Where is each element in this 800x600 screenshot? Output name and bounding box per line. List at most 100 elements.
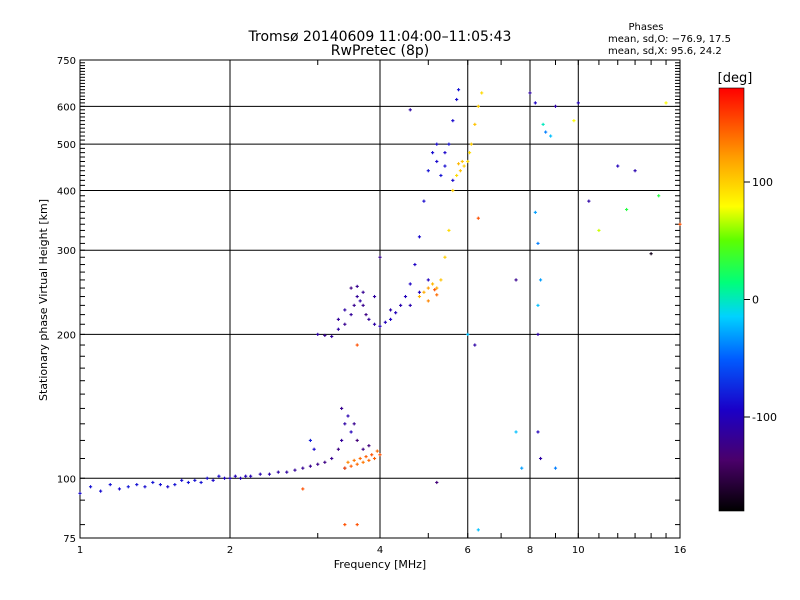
colorbar-tick-label: -100 — [752, 411, 777, 424]
data-point — [399, 303, 403, 307]
data-point — [349, 286, 353, 290]
data-point — [99, 489, 103, 493]
data-point — [443, 255, 447, 259]
data-point — [553, 104, 558, 108]
data-point — [330, 334, 334, 339]
data-point — [473, 122, 477, 126]
data-point — [447, 142, 451, 146]
data-point — [135, 483, 139, 487]
data-point — [657, 194, 661, 198]
data-point — [372, 294, 377, 299]
data-point — [572, 119, 576, 123]
chart-subtitle: RwPretec (8p) — [331, 43, 429, 59]
data-point — [469, 142, 473, 146]
data-point — [364, 455, 368, 459]
data-point — [433, 288, 437, 292]
data-point — [355, 294, 359, 299]
data-point — [439, 173, 443, 178]
y-tick-label: 500 — [57, 140, 76, 151]
data-point — [460, 159, 464, 164]
data-point — [151, 480, 155, 485]
data-point — [426, 169, 430, 173]
data-point — [536, 332, 540, 336]
data-point — [193, 478, 197, 482]
data-point — [343, 322, 347, 326]
x-tick-label: 10 — [572, 545, 585, 556]
data-point — [372, 322, 377, 326]
data-point — [88, 485, 93, 489]
data-point — [435, 159, 439, 164]
data-point — [456, 162, 461, 166]
data-point — [361, 290, 365, 294]
data-point — [355, 284, 359, 289]
data-point — [308, 438, 313, 443]
data-point — [466, 332, 470, 336]
data-point — [455, 173, 459, 178]
data-point — [430, 151, 435, 155]
data-point — [301, 487, 305, 491]
y-tick-label: 300 — [57, 246, 76, 257]
phase-info-o: mean, sd,O: −76.9, 17.5 — [608, 34, 731, 45]
data-point — [78, 491, 82, 495]
data-point — [205, 476, 209, 480]
y-tick-label: 600 — [57, 102, 76, 113]
phase-info-x: mean, sd,X: 95.6, 24.2 — [608, 46, 722, 57]
gridlines — [80, 60, 680, 538]
data-point — [323, 460, 327, 464]
y-axis-ticks: 75 100 200 300 400 500 600 750 — [57, 56, 680, 545]
data-point — [343, 422, 347, 426]
data-point — [549, 134, 553, 138]
data-point — [336, 447, 340, 451]
data-point — [316, 462, 320, 466]
data-point — [372, 456, 377, 461]
data-point — [528, 91, 532, 95]
data-point — [352, 422, 356, 426]
data-point — [435, 142, 439, 146]
data-point — [312, 447, 316, 451]
data-point — [228, 476, 232, 480]
data-point — [186, 480, 190, 485]
data-point — [367, 458, 371, 462]
data-point — [222, 476, 227, 480]
data-point — [587, 199, 591, 203]
data-point — [361, 460, 365, 464]
data-point — [536, 241, 540, 246]
x-tick-label: 8 — [527, 545, 533, 556]
data-point — [336, 327, 340, 331]
data-point — [476, 216, 480, 220]
data-point — [520, 466, 524, 470]
data-point — [458, 169, 463, 173]
colorbar-tick-label: 0 — [752, 294, 759, 307]
data-point — [378, 255, 382, 259]
data-point — [408, 282, 412, 286]
colorbar-title: [deg] — [718, 71, 753, 86]
data-point — [336, 317, 340, 321]
x-tick-label: 4 — [377, 545, 383, 556]
data-point — [323, 333, 327, 338]
data-point — [451, 188, 455, 193]
data-point — [403, 294, 408, 299]
data-point — [417, 290, 422, 294]
data-point — [597, 228, 601, 233]
data-point — [158, 483, 163, 487]
data-point — [361, 303, 365, 307]
data-point — [352, 458, 356, 462]
data-point — [238, 476, 243, 480]
data-point — [541, 122, 545, 126]
data-point — [343, 308, 347, 312]
data-point — [358, 299, 362, 303]
data-point — [361, 447, 365, 451]
data-point — [422, 199, 426, 203]
data-point — [451, 119, 455, 123]
data-point — [244, 474, 248, 478]
data-point — [367, 444, 371, 448]
data-point — [349, 464, 353, 468]
data-point — [443, 164, 447, 168]
data-point — [370, 453, 374, 457]
data-point — [538, 456, 543, 461]
data-point — [346, 460, 350, 464]
x-tick-label: 1 — [77, 545, 83, 556]
colorbar — [718, 87, 745, 512]
data-point — [383, 320, 387, 324]
data-point — [480, 91, 484, 95]
